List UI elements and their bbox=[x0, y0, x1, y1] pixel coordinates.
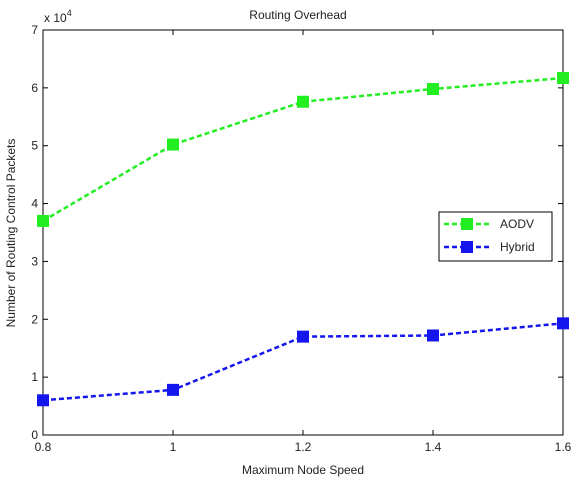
y-multiplier-base: x 10 bbox=[44, 11, 67, 25]
x-tick-label: 1.4 bbox=[425, 440, 442, 454]
x-axis-label: Maximum Node Speed bbox=[242, 463, 364, 477]
y-multiplier-exponent: 4 bbox=[67, 8, 72, 18]
legend: AODV Hybrid bbox=[438, 211, 553, 262]
series-line-aodv bbox=[42, 76, 564, 223]
x-tick-label: 1.2 bbox=[295, 440, 312, 454]
data-point-aodv bbox=[167, 138, 179, 151]
x-tick-label: 0.8 bbox=[35, 440, 52, 454]
y-tick-label: 4 bbox=[31, 197, 38, 211]
data-point-hybrid bbox=[557, 317, 569, 330]
data-point-hybrid bbox=[297, 330, 309, 343]
y-tick-label: 7 bbox=[31, 23, 38, 37]
data-point-aodv bbox=[557, 72, 569, 85]
data-point-aodv bbox=[427, 83, 439, 96]
series-layer bbox=[37, 72, 569, 407]
legend-label-aodv: AODV bbox=[500, 217, 534, 231]
legend-marker-hybrid bbox=[461, 241, 473, 253]
y-axis-label: Number of Routing Control Packets bbox=[4, 139, 18, 328]
series-line-hybrid bbox=[42, 322, 564, 402]
data-point-aodv bbox=[37, 214, 49, 227]
chart-title: Routing Overhead bbox=[249, 8, 346, 22]
y-tick-label: 1 bbox=[31, 370, 38, 384]
data-point-hybrid bbox=[37, 394, 49, 407]
data-point-aodv bbox=[297, 95, 309, 108]
y-tick-label: 2 bbox=[31, 312, 38, 326]
y-tick-label: 5 bbox=[31, 139, 38, 153]
y-multiplier: x 104 bbox=[44, 8, 72, 25]
x-tick-label: 1.6 bbox=[555, 440, 572, 454]
legend-box bbox=[438, 211, 553, 262]
legend-marker-aodv bbox=[461, 218, 473, 230]
y-tick-label: 6 bbox=[31, 81, 38, 95]
x-tick-label: 1 bbox=[170, 440, 177, 454]
y-tick-label: 0 bbox=[31, 428, 38, 442]
x-axis: 0.8 1 1.2 1.4 1.6 bbox=[35, 30, 572, 454]
legend-label-hybrid: Hybrid bbox=[500, 240, 535, 254]
data-point-hybrid bbox=[427, 329, 439, 342]
data-point-hybrid bbox=[167, 383, 179, 396]
y-tick-label: 3 bbox=[31, 254, 38, 268]
